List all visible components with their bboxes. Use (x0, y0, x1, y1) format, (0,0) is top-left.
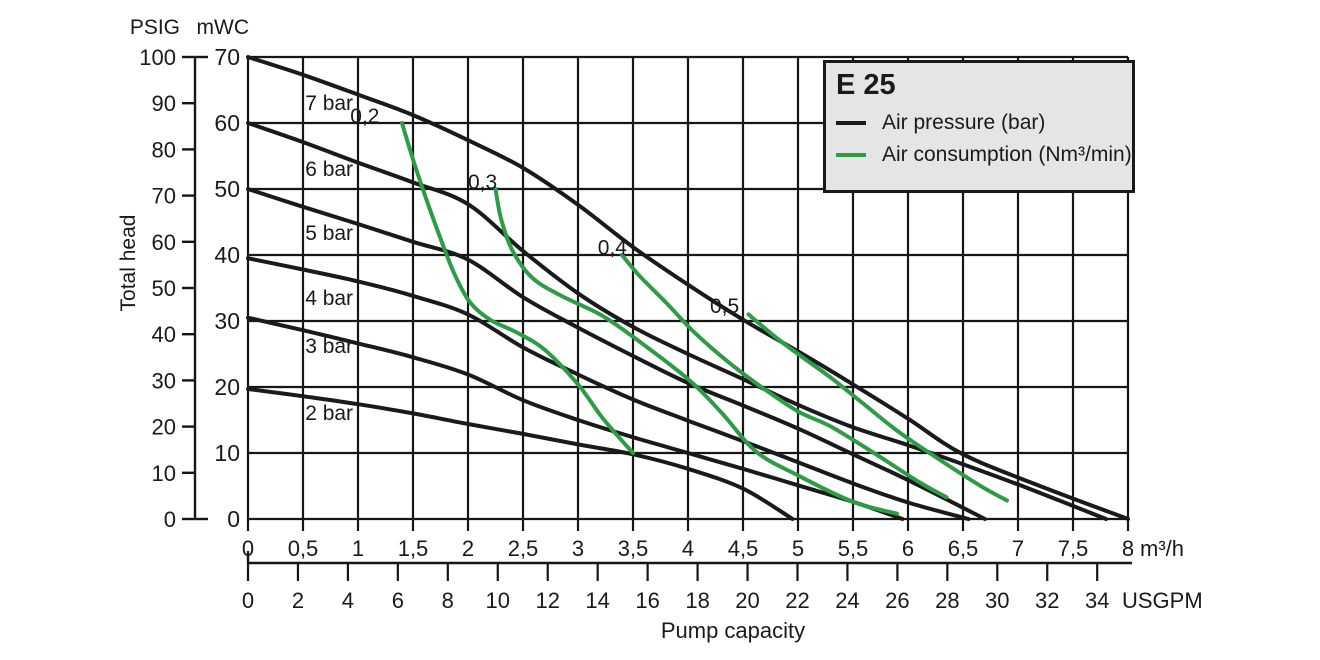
svg-text:30: 30 (152, 368, 176, 393)
svg-text:70: 70 (214, 44, 240, 70)
legend-title: E 25 (836, 69, 896, 101)
mwc-tick-labels: 70 60 50 40 30 20 10 0 (214, 44, 240, 532)
svg-text:40: 40 (214, 242, 240, 268)
svg-text:34: 34 (1085, 588, 1109, 613)
consumption-curve-0_3 (493, 187, 899, 516)
svg-text:22: 22 (785, 588, 809, 613)
svg-text:18: 18 (685, 588, 709, 613)
svg-text:1: 1 (352, 536, 364, 561)
svg-text:0: 0 (242, 536, 254, 561)
svg-text:1,5: 1,5 (398, 536, 429, 561)
x-axis-title: Pump capacity (660, 618, 806, 643)
svg-text:0,4: 0,4 (598, 236, 628, 259)
svg-text:0,5: 0,5 (710, 295, 739, 318)
svg-text:4: 4 (682, 536, 694, 561)
svg-text:3 bar: 3 bar (305, 335, 353, 358)
svg-text:10: 10 (214, 440, 240, 466)
svg-text:16: 16 (635, 588, 659, 613)
svg-text:2: 2 (462, 536, 474, 561)
svg-text:6 bar: 6 bar (305, 158, 353, 181)
svg-text:12: 12 (535, 588, 559, 613)
svg-text:USGPM: USGPM (1122, 588, 1203, 613)
legend-box: E 25 Air pressure (bar) Air consumption … (823, 60, 1135, 193)
pressure-curve-3bar (246, 315, 905, 521)
svg-text:6: 6 (392, 588, 404, 613)
svg-text:7,5: 7,5 (1058, 536, 1089, 561)
psig-axis-header: PSIG (129, 16, 180, 39)
consumption-curve-0_5 (746, 312, 1009, 503)
y-axis-title: Total head (117, 214, 140, 312)
svg-text:20: 20 (214, 374, 240, 400)
svg-text:90: 90 (152, 91, 176, 116)
pressure-curve-7bar (246, 55, 1130, 521)
svg-text:2 bar: 2 bar (305, 402, 353, 425)
mwc-axis-header: mWC (196, 16, 249, 39)
svg-text:26: 26 (885, 588, 909, 613)
svg-text:4 bar: 4 bar (305, 287, 353, 310)
pressure-curve-6bar (246, 121, 1108, 521)
svg-text:3,5: 3,5 (618, 536, 649, 561)
svg-text:8: 8 (442, 588, 454, 613)
svg-text:32: 32 (1035, 588, 1059, 613)
svg-text:30: 30 (214, 308, 240, 334)
legend-item-label: Air pressure (bar) (882, 111, 1046, 134)
svg-text:0,3: 0,3 (468, 171, 497, 194)
svg-text:0: 0 (164, 507, 176, 532)
pressure-curve-5bar (246, 187, 987, 521)
svg-text:0: 0 (227, 506, 240, 532)
usgpm-axis: 0 2 4 6 8 10 12 14 16 18 20 22 24 26 28 30 32 34 USGPM (242, 551, 1203, 613)
svg-text:4: 4 (342, 588, 354, 613)
svg-text:5,5: 5,5 (838, 536, 869, 561)
svg-text:10: 10 (152, 461, 176, 486)
legend-item-label: Air consumption (Nm³/min) (882, 143, 1132, 166)
air-pressure-line-swatch (836, 121, 866, 125)
svg-text:50: 50 (152, 276, 176, 301)
svg-text:2: 2 (292, 588, 304, 613)
consumption-curve-0_4 (620, 253, 949, 500)
svg-text:5 bar: 5 bar (305, 222, 353, 245)
air-consumption-curves: 0,2 0,3 0,4 0,5 (350, 105, 1009, 516)
svg-text:60: 60 (214, 110, 240, 136)
svg-text:80: 80 (152, 137, 176, 162)
svg-text:6,5: 6,5 (948, 536, 979, 561)
svg-text:30: 30 (985, 588, 1009, 613)
air-pressure-curves: 7 bar 6 bar 5 bar 4 bar 3 bar 2 bar (246, 55, 1130, 521)
svg-text:0,5: 0,5 (288, 536, 319, 561)
svg-text:2,5: 2,5 (508, 536, 539, 561)
svg-text:70: 70 (152, 184, 176, 209)
svg-text:50: 50 (214, 176, 240, 202)
svg-text:m³/h: m³/h (1140, 536, 1184, 561)
svg-text:0: 0 (242, 588, 254, 613)
pressure-curve-4bar (246, 256, 971, 521)
svg-text:20: 20 (735, 588, 759, 613)
svg-text:6: 6 (902, 536, 914, 561)
flow-axis: 0 0,5 1 1,5 2 2,5 3 3,5 4 4,5 5 5,5 6 6,5 7 7,5 8 m³/h (242, 519, 1184, 561)
legend-item-air-pressure: Air pressure (bar) (836, 107, 1132, 139)
svg-text:20: 20 (152, 415, 176, 440)
svg-text:0,2: 0,2 (350, 105, 379, 128)
svg-text:28: 28 (935, 588, 959, 613)
svg-text:5: 5 (792, 536, 804, 561)
air-consumption-line-swatch (836, 153, 866, 157)
svg-text:7: 7 (1012, 536, 1024, 561)
svg-text:7 bar: 7 bar (305, 92, 353, 115)
svg-text:40: 40 (152, 322, 176, 347)
pressure-curve-2bar (246, 387, 795, 521)
consumption-curve-0_2 (400, 121, 635, 455)
legend-item-air-consumption: Air consumption (Nm³/min) (836, 139, 1132, 171)
svg-text:8: 8 (1122, 536, 1134, 561)
svg-text:14: 14 (585, 588, 609, 613)
svg-text:24: 24 (835, 588, 859, 613)
svg-text:3: 3 (572, 536, 584, 561)
svg-text:60: 60 (152, 230, 176, 255)
svg-text:10: 10 (486, 588, 510, 613)
svg-text:100: 100 (139, 45, 176, 70)
svg-text:4,5: 4,5 (728, 536, 759, 561)
